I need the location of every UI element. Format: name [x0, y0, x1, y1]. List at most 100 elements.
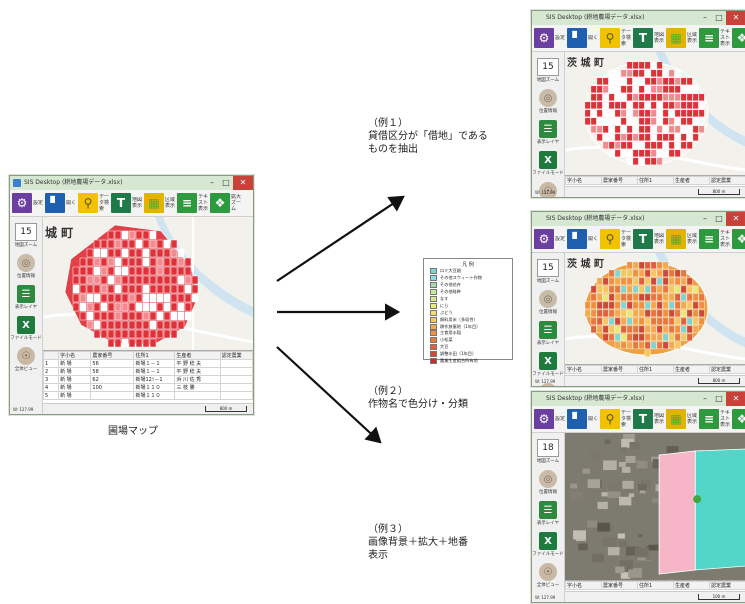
parcel[interactable]	[692, 85, 699, 94]
parcel[interactable]	[149, 275, 157, 285]
column-header[interactable]: 認定農業	[709, 365, 745, 374]
column-header[interactable]: 農家番号	[90, 351, 135, 360]
zoom-level-control[interactable]: 15 地図ズーム	[532, 259, 564, 284]
parcel[interactable]	[177, 266, 185, 276]
parcel[interactable]	[656, 69, 663, 78]
parcel[interactable]	[163, 284, 171, 294]
map-canvas[interactable]: 茨 城 町	[565, 52, 745, 175]
zoom-level[interactable]: 15	[15, 223, 37, 241]
parcel[interactable]	[638, 69, 645, 78]
map-view[interactable]: 茨 城 町	[565, 52, 745, 175]
parcel[interactable]	[135, 257, 143, 267]
parcel[interactable]	[668, 77, 675, 86]
parcel[interactable]	[650, 149, 657, 158]
parcel[interactable]	[177, 248, 185, 258]
column-header[interactable]: 字小名	[58, 351, 92, 360]
toolbar-button[interactable]: ⚲ データ検索	[600, 27, 632, 49]
parcel[interactable]	[692, 285, 699, 294]
parcel[interactable]	[626, 269, 633, 278]
parcel[interactable]	[72, 293, 80, 303]
parcel[interactable]	[156, 275, 164, 285]
parcel[interactable]	[608, 93, 615, 102]
parcel[interactable]	[620, 333, 627, 342]
maximize-icon[interactable]: □	[222, 178, 230, 187]
parcel[interactable]	[614, 133, 621, 142]
parcel[interactable]	[644, 133, 651, 142]
parcel[interactable]	[135, 230, 143, 240]
parcel[interactable]	[680, 133, 687, 142]
parcel[interactable]	[107, 284, 115, 294]
parcel[interactable]	[128, 320, 136, 330]
parcel[interactable]	[662, 325, 669, 334]
parcel[interactable]	[135, 320, 143, 330]
parcel[interactable]	[638, 93, 645, 102]
parcel[interactable]	[584, 309, 591, 318]
toolbar-button[interactable]: ❖拡大ズーム	[732, 27, 745, 49]
column-header[interactable]: 認定農業	[219, 351, 253, 360]
parcel[interactable]	[602, 285, 609, 294]
parcel[interactable]	[170, 302, 178, 312]
parcel[interactable]	[170, 248, 178, 258]
parcel[interactable]	[626, 333, 633, 342]
parcel[interactable]	[602, 93, 609, 102]
parcel[interactable]	[632, 285, 639, 294]
parcel[interactable]	[674, 93, 681, 102]
text-display-button[interactable]: ≡ テキスト表示	[177, 192, 209, 214]
parcel[interactable]	[650, 109, 657, 118]
parcel[interactable]	[620, 85, 627, 94]
parcel[interactable]	[650, 157, 657, 166]
parcel[interactable]	[686, 109, 693, 118]
parcel[interactable]	[644, 149, 651, 158]
parcel[interactable]	[620, 141, 627, 150]
parcel[interactable]	[686, 285, 693, 294]
parcel[interactable]	[590, 109, 597, 118]
parcel[interactable]	[656, 309, 663, 318]
parcel[interactable]	[662, 109, 669, 118]
parcel[interactable]	[191, 275, 199, 285]
parcel[interactable]	[156, 320, 164, 330]
table-row[interactable]: 2 新 場 58 新場１－１ 平 野 稔 夫	[42, 367, 253, 376]
parcel[interactable]	[638, 293, 645, 302]
close-icon[interactable]: ✕	[726, 212, 745, 226]
parcel[interactable]	[644, 317, 651, 326]
parcel[interactable]	[156, 239, 164, 249]
parcel[interactable]	[668, 317, 675, 326]
open-button[interactable]: ▘ 開く	[45, 192, 77, 214]
parcel[interactable]	[656, 261, 663, 270]
parcel[interactable]	[596, 85, 603, 94]
parcel[interactable]	[680, 285, 687, 294]
parcel[interactable]	[674, 285, 681, 294]
parcel[interactable]	[156, 302, 164, 312]
column-header[interactable]: 生産者	[673, 176, 710, 185]
parcel[interactable]	[93, 302, 101, 312]
parcel[interactable]	[680, 141, 687, 150]
parcel[interactable]	[650, 269, 657, 278]
parcel[interactable]	[79, 311, 87, 321]
parcel[interactable]	[668, 285, 675, 294]
parcel[interactable]	[584, 301, 591, 310]
parcel[interactable]	[177, 302, 185, 312]
parcel[interactable]	[620, 309, 627, 318]
sidebar-button[interactable]: ☉全体ビュー	[532, 182, 564, 197]
parcel[interactable]	[638, 77, 645, 86]
parcel[interactable]	[93, 320, 101, 330]
parcel[interactable]	[149, 248, 157, 258]
parcel[interactable]	[650, 309, 657, 318]
parcel[interactable]	[656, 93, 663, 102]
parcel[interactable]	[668, 101, 675, 110]
parcel[interactable]	[638, 277, 645, 286]
parcel[interactable]	[668, 301, 675, 310]
parcel[interactable]	[602, 317, 609, 326]
parcel[interactable]	[668, 341, 675, 350]
parcel[interactable]	[79, 293, 87, 303]
parcel[interactable]	[632, 69, 639, 78]
parcel[interactable]	[650, 333, 657, 342]
parcel[interactable]	[614, 93, 621, 102]
column-header[interactable]: 農家番号	[601, 365, 638, 374]
parcel[interactable]	[608, 301, 615, 310]
column-header[interactable]: 字小名	[565, 365, 602, 374]
parcel[interactable]	[638, 125, 645, 134]
parcel[interactable]	[686, 101, 693, 110]
parcel[interactable]	[128, 266, 136, 276]
parcel[interactable]	[107, 293, 115, 303]
